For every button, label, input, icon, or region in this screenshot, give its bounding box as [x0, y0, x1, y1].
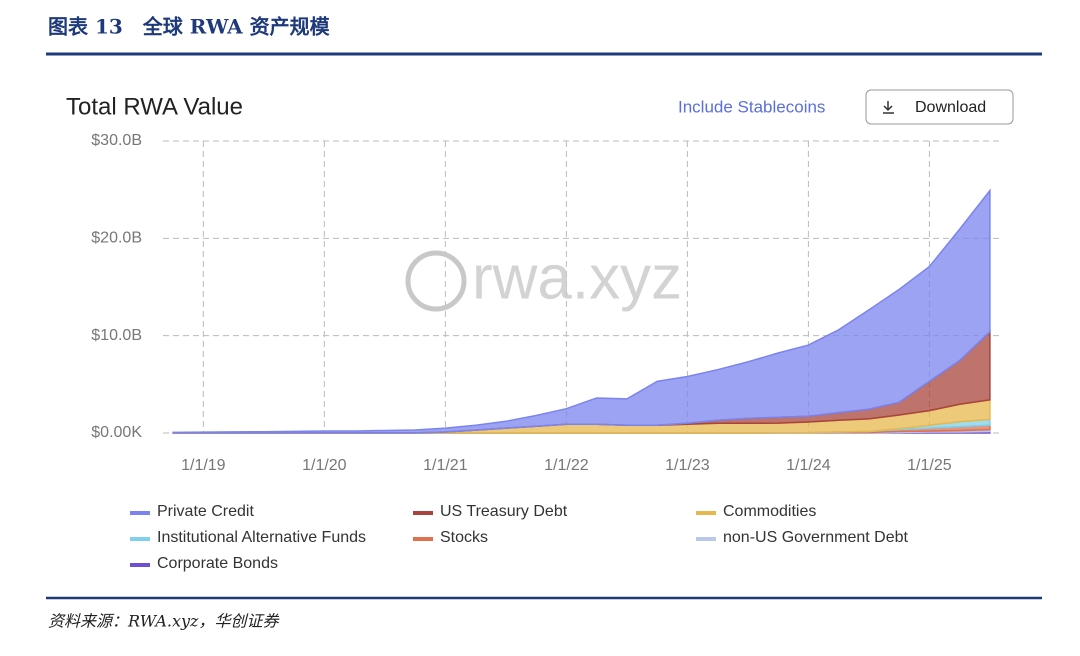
stablecoins-toggle[interactable]: Include Stablecoins: [678, 97, 825, 116]
legend-label: Institutional Alternative Funds: [157, 529, 366, 546]
watermark-globe: [405, 250, 467, 312]
watermark: rwa.xyz: [472, 243, 682, 312]
legend-label: Commodities: [723, 503, 816, 520]
plot: $0.00K $10.0B $20.0B $30.0B 1/1/19 1/1/20 1/1/…: [91, 132, 1000, 572]
legend-label: US Treasury Debt: [440, 503, 568, 520]
x-tick-label: 1/1/25: [907, 457, 952, 474]
legend-label: Corporate Bonds: [157, 555, 278, 572]
source: 资料来源：RWA.xyz，华创证券: [48, 612, 280, 631]
download-label: Download: [915, 99, 986, 116]
x-tick-label: 1/1/21: [423, 457, 468, 474]
download-icon: [883, 101, 894, 114]
y-tick-label: $0.00K: [91, 424, 142, 441]
legend-label: Private Credit: [157, 503, 254, 520]
chart-title: Total RWA Value: [66, 93, 243, 120]
y-tick-label: $20.0B: [91, 230, 142, 247]
download-button[interactable]: [865, 89, 1014, 125]
x-tick-label: 1/1/22: [544, 457, 589, 474]
legend-label: non-US Government Debt: [723, 529, 909, 546]
x-tick-label: 1/1/24: [786, 457, 831, 474]
y-tick-label: $30.0B: [91, 132, 142, 149]
area: [172, 188, 991, 434]
x-tick-label: 1/1/20: [302, 457, 347, 474]
figure-title: 图表 13 全球 RWA 资产规模: [48, 15, 331, 39]
legend-label: Stocks: [440, 529, 488, 546]
x-tick-label: 1/1/19: [181, 457, 226, 474]
y-tick-label: $10.0B: [91, 327, 142, 344]
x-tick-label: 1/1/23: [665, 457, 710, 474]
